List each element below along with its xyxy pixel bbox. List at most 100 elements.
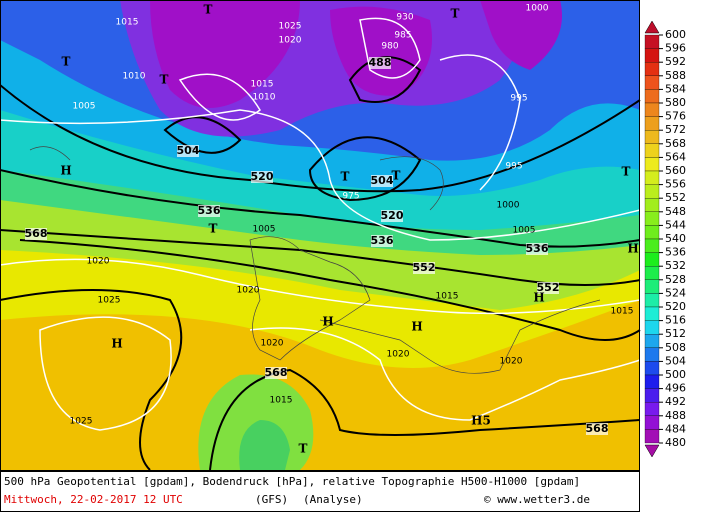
colorbar-cell (644, 143, 660, 158)
footer-analysis: (Analyse) (303, 493, 363, 506)
colorbar-cell (644, 198, 660, 212)
colorbar-cell (644, 170, 660, 185)
contour-label: 1025 (98, 296, 121, 306)
contour-label: 1020 (87, 257, 110, 267)
colorbar-label: 576 (665, 110, 686, 123)
label-bg (371, 235, 393, 247)
label-bg (198, 205, 220, 217)
map (0, 0, 641, 471)
contour-label: 1010 (123, 72, 146, 82)
contour-label: 1000 (497, 201, 520, 211)
label-bg (586, 423, 608, 435)
colorbar-cell (644, 89, 660, 104)
colorbar-cell (644, 293, 660, 308)
colorbar-label: 512 (665, 327, 686, 340)
colorbar-cell (644, 184, 660, 199)
label-bg (25, 228, 47, 240)
colorbar-cell (644, 279, 660, 294)
colorbar-cell (644, 361, 660, 376)
contour-label: 1000 (526, 4, 549, 14)
contour-label: 504 (177, 144, 200, 157)
pressure-center: H (60, 164, 71, 178)
colorbar-label: 496 (665, 382, 686, 395)
contour-label: 568 (265, 366, 288, 379)
contour-label: 536 (371, 234, 394, 247)
label-bg (371, 175, 393, 187)
colorbar-label: 528 (665, 273, 686, 286)
contour-label: 995 (510, 94, 527, 104)
footer-model: (GFS) (255, 493, 288, 506)
colorbar-label: 500 (665, 368, 686, 381)
colorbar-label: 492 (665, 395, 686, 408)
colorbar-cell (644, 34, 660, 49)
colorbar-cell (644, 429, 660, 444)
label-bg (251, 171, 273, 183)
colorbar-label: 584 (665, 82, 686, 95)
colorbar-label: 568 (665, 137, 686, 150)
colorbar-cell (644, 211, 660, 226)
label-bg (381, 210, 403, 222)
colorbar-cell (644, 320, 660, 335)
contour-label: 1015 (251, 80, 274, 90)
pressure-center: H (411, 320, 422, 334)
contour-label: 1020 (279, 36, 302, 46)
contour-label: 1005 (513, 226, 536, 236)
colorbar-cell (644, 48, 660, 63)
pressure-center: H (533, 291, 544, 305)
colorbar-cell (644, 116, 660, 131)
colorbar-label: 592 (665, 55, 686, 68)
footer-box (0, 471, 640, 512)
contour-label: 520 (251, 170, 274, 183)
contour-label: 488 (369, 56, 392, 69)
pressure-center: T (451, 7, 460, 21)
pressure-center: T (209, 222, 218, 236)
pressure-center: T (622, 165, 631, 179)
colorbar-label: 556 (665, 178, 686, 191)
contour-label: 1005 (73, 102, 96, 112)
colorbar-label: 516 (665, 314, 686, 327)
colorbar-label: 580 (665, 96, 686, 109)
colorbar-label: 552 (665, 191, 686, 204)
pressure-center: H5 (471, 414, 491, 428)
label-bg (177, 145, 199, 157)
contour-label: 1015 (611, 307, 634, 317)
pressure-center: T (62, 55, 71, 69)
colorbar-arrow (644, 444, 660, 458)
label-bg (526, 243, 548, 255)
contour-label: 1025 (70, 417, 93, 427)
colorbar-label: 532 (665, 259, 686, 272)
colorbar-label: 536 (665, 246, 686, 259)
colorbar-label: 520 (665, 300, 686, 313)
colorbar-label: 564 (665, 150, 686, 163)
contour-label: 1020 (387, 350, 410, 360)
colorbar-cell (644, 334, 660, 348)
colorbar-label: 600 (665, 28, 686, 41)
contour-label: 568 (586, 422, 609, 435)
pressure-center: H (111, 337, 122, 351)
colorbar-label: 588 (665, 69, 686, 82)
contour-label: 1015 (270, 396, 293, 406)
pressure-center: H (627, 242, 638, 256)
contour-label: 536 (198, 204, 221, 217)
colorbar-label: 484 (665, 422, 686, 435)
colorbar-label: 544 (665, 218, 686, 231)
contour-label: 1015 (436, 292, 459, 302)
colorbar-cell (644, 102, 660, 117)
colorbar-cell (644, 75, 660, 90)
colorbar-label: 488 (665, 409, 686, 422)
contour-label: 1025 (279, 22, 302, 32)
contour-label: 504 (371, 174, 394, 187)
colorbar-label: 548 (665, 205, 686, 218)
colorbar-label: 508 (665, 341, 686, 354)
contour-label: 1010 (253, 93, 276, 103)
colorbar: 6005965925885845805765725685645605565525… (644, 20, 686, 458)
colorbar-cell (644, 157, 660, 172)
colorbar-cell (644, 225, 660, 240)
contour-label: 552 (537, 281, 560, 294)
contour-label: 536 (526, 242, 549, 255)
colorbar-cell (644, 402, 660, 416)
pressure-center: T (204, 3, 213, 17)
colorbar-label: 596 (665, 42, 686, 55)
